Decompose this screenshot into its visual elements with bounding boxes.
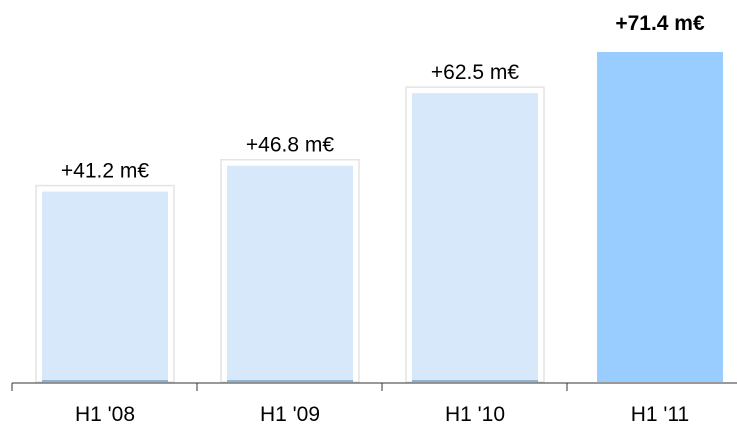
bar — [412, 93, 538, 382]
category-label: H1 '09 — [260, 403, 320, 426]
category-labels: H1 '08 H1 '09 H1 '10 H1 '11 — [75, 403, 689, 426]
bar-base — [227, 380, 353, 382]
value-label: +71.4 m€ — [615, 12, 705, 35]
value-label: +41.2 m€ — [61, 160, 149, 183]
value-label: +46.8 m€ — [246, 134, 334, 157]
category-label: H1 '11 — [631, 403, 690, 426]
value-labels: +41.2 m€ +46.8 m€ +62.5 m€ +71.4 m€ — [61, 12, 705, 183]
bar — [42, 191, 168, 382]
bars-group — [35, 52, 723, 383]
bar — [227, 165, 353, 382]
category-label: H1 '10 — [445, 403, 505, 426]
value-label: +62.5 m€ — [431, 61, 519, 84]
bar-base — [412, 380, 538, 382]
bar — [597, 52, 723, 382]
x-axis-ticks — [11, 383, 568, 391]
bar-base — [42, 380, 168, 382]
category-label: H1 '08 — [75, 403, 135, 426]
